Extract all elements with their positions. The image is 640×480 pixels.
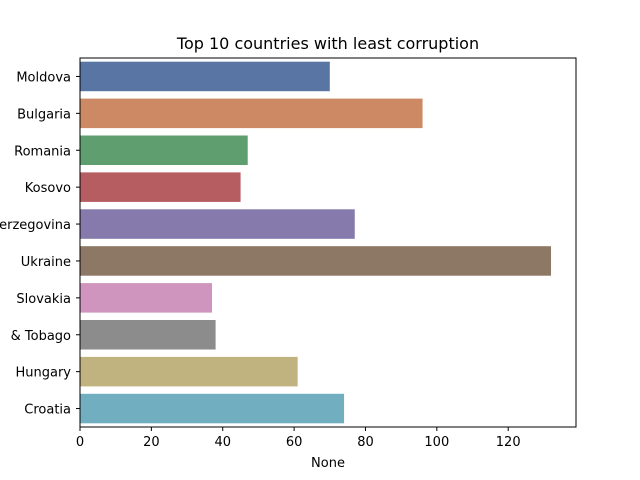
bar-bosnia-and-herzegovina bbox=[80, 209, 355, 239]
y-tick-label: Moldova bbox=[16, 70, 71, 85]
x-tick-label: 20 bbox=[143, 435, 160, 450]
bar-kosovo bbox=[80, 172, 241, 202]
bar-croatia bbox=[80, 393, 345, 424]
bar-trinidad-tobago bbox=[80, 319, 216, 350]
x-tick-label: 120 bbox=[496, 435, 521, 450]
y-tick-label: Kosovo bbox=[25, 181, 71, 196]
x-tick-label: 100 bbox=[424, 435, 449, 450]
bar-moldova bbox=[80, 61, 330, 92]
y-axis-ticks: Moldova Bulgaria Romania Kosovo erzegovina Uk… bbox=[0, 70, 80, 418]
bar-hungary bbox=[80, 356, 298, 387]
y-tick-label: Bulgaria bbox=[17, 107, 71, 122]
x-tick-label: 0 bbox=[76, 435, 84, 450]
chart-title: Top 10 countries with least corruption bbox=[176, 34, 479, 53]
y-tick-label: erzegovina bbox=[0, 218, 71, 233]
x-tick-label: 80 bbox=[357, 435, 374, 450]
y-tick-label: Slovakia bbox=[16, 292, 71, 307]
y-tick-label: Hungary bbox=[15, 366, 71, 381]
y-tick-label: Ukraine bbox=[21, 255, 71, 270]
bar-bulgaria bbox=[80, 98, 423, 129]
x-axis-label: None bbox=[311, 456, 345, 471]
y-tick-label: & Tobago bbox=[11, 329, 71, 344]
bars-layer bbox=[80, 61, 552, 424]
y-tick-label: Romania bbox=[14, 144, 71, 159]
plot-frame bbox=[79, 57, 577, 428]
x-axis-ticks: 0 20 40 60 80 100 120 bbox=[76, 427, 521, 450]
bar-ukraine bbox=[80, 246, 552, 276]
x-tick-label: 40 bbox=[214, 435, 231, 450]
x-tick-label: 60 bbox=[286, 435, 303, 450]
y-tick-label: Croatia bbox=[24, 403, 71, 418]
bar-slovakia bbox=[80, 283, 213, 313]
bar-romania bbox=[80, 135, 248, 166]
